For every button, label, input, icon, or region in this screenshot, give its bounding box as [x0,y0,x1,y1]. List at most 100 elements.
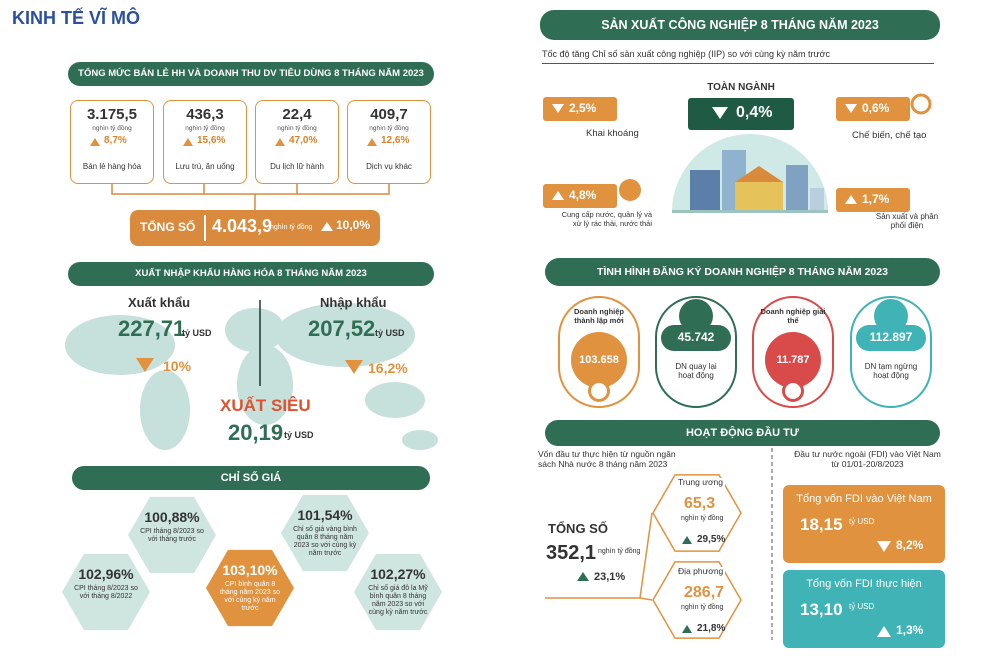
source-unit: nghìn tỷ đồng [681,604,724,611]
stat-label: Dịch vụ khác [366,162,412,171]
stat-value: 22,4 [282,106,312,123]
trend-arrow [845,104,857,113]
trend-arrow [552,104,564,113]
page-title: KINH TẾ VĨ MÔ [12,8,141,28]
price-value: 102,96% [78,566,134,582]
stat-change: 47,0% [289,135,318,146]
price-label: Chỉ số giá vàng bình quân 8 tháng năm 20… [293,526,357,558]
total-label: TỔNG SỐ [140,220,196,234]
fdi-change: 8,2% [896,538,924,552]
stat-label: Bán lẻ hàng hóa [82,162,142,171]
fdi-unit: tỷ USD [849,602,875,611]
fdi-box [783,570,945,648]
industry-value: 0,6% [862,101,890,115]
trend-arrow [712,107,728,119]
trend-arrow [275,138,285,146]
total-change: 23,1% [594,571,626,583]
stat-change: 12,6% [381,135,410,146]
hexagon [281,494,369,572]
trend-arrow [552,191,564,200]
hexagon [206,549,294,627]
stat-unit: nghìn tỷ đồng [185,125,225,132]
business-label: DN tạm ngừng hoạt động [864,362,918,381]
trend-arrow [183,138,193,146]
rule [542,63,934,64]
fdi-unit: tỷ USD [849,517,875,526]
export-value: 227,71 [118,316,186,341]
value-band [661,325,731,351]
price-value: 101,54% [297,507,353,523]
business-label: Doanh nghiệp giải thể [760,307,826,325]
fdi-change: 1,3% [896,623,924,637]
total-unit: nghìn tỷ đồng [598,548,641,555]
overall-box [688,98,794,130]
business-label: DN quay lại hoạt động [675,362,717,381]
import-unit: tỷ USD [375,328,405,338]
trend-arrow [845,195,857,204]
connector [111,184,390,210]
import-label: Nhập khẩu [320,295,387,310]
section-title: TÌNH HÌNH ĐĂNG KÝ DOANH NGHIỆP 8 THÁNG N… [545,258,940,286]
stat-value: 436,3 [186,106,224,123]
fdi-value: 18,15 [800,515,843,534]
fdi-box [783,485,945,563]
total-value: 352,1 [546,542,597,564]
stat-unit: nghìn tỷ đồng [92,125,132,132]
surplus-unit: tỷ USD [284,430,314,440]
import-change: 16,2% [368,360,408,376]
export-label: Xuất khẩu [128,295,191,310]
section-title: CHỈ SỐ GIÁ [72,466,430,490]
value-band [856,325,926,351]
section-title: XUẤT NHẬP KHẨU HÀNG HÓA 8 THÁNG NĂM 2023 [68,262,434,286]
stat-card [347,100,431,184]
source-value: 286,7 [684,584,725,601]
trend-arrow [136,358,154,372]
industry-value: 4,8% [569,188,597,202]
stat-unit: nghìn tỷ đồng [277,125,317,132]
source-change: 29,5% [697,534,726,545]
trend-arrow [877,541,891,552]
total-label: TỔNG SỐ [548,521,608,536]
industry-illustration [619,93,932,213]
business-label: Doanh nghiệp thành lập mới [574,307,624,325]
caption: Đầu tư nước ngoài (FDI) vào Việt Nam từ … [794,449,941,469]
surplus-value: 20,19 [228,420,284,445]
stat-card [163,100,247,184]
overall-value: 0,4% [736,104,773,121]
price-label: Chỉ số giá đô la Mỹ bình quân 8 tháng nă… [368,585,428,617]
stat-label: Lưu trú, ăn uống [175,162,235,171]
price-value: 103,10% [222,562,278,578]
total-unit: nghìn tỷ đồng [270,224,313,231]
section-title: HOẠT ĐỘNG ĐẦU TƯ [545,420,940,446]
stat-card [70,100,154,184]
source-change: 21,8% [697,623,726,634]
import-value: 207,52 [308,316,376,341]
icon [588,380,610,402]
source-label: Trung ương [676,477,725,488]
section-title: SẢN XUẤT CÔNG NGHIỆP 8 THÁNG NĂM 2023 [540,10,940,40]
hexagon [652,561,742,639]
stat-change: 8,7% [104,135,127,146]
subtitle: Tốc độ tăng Chỉ số sản xuất công nghiệp … [542,49,830,59]
business-value: 112.897 [869,330,913,344]
value-circle [765,332,821,388]
fdi-label: Tổng vốn FDI thực hiện [806,578,922,590]
business-value: 11.787 [776,354,810,366]
total-value: 4.043,9 [212,216,273,236]
icon [782,380,804,402]
fdi-label: Tổng vốn FDI vào Việt Nam [796,493,932,505]
price-label: CPI tháng 8/2023 so với tháng trước [140,528,204,544]
industry-label: Cung cấp nước, quản lý và xử lý rác thải… [561,210,652,228]
price-value: 100,88% [144,509,200,525]
surplus-label: XUẤT SIÊU [220,396,311,415]
trend-arrow [367,138,377,146]
stat-change: 15,6% [197,135,226,146]
trend-arrow [682,536,692,544]
total-change: 10,0% [336,218,371,232]
industry-label: Chế biến, chế tạo [852,130,927,141]
industry-label: Sản xuất và phân phối điện [875,212,939,231]
hexagon [62,553,150,631]
stat-value: 409,7 [370,106,408,123]
